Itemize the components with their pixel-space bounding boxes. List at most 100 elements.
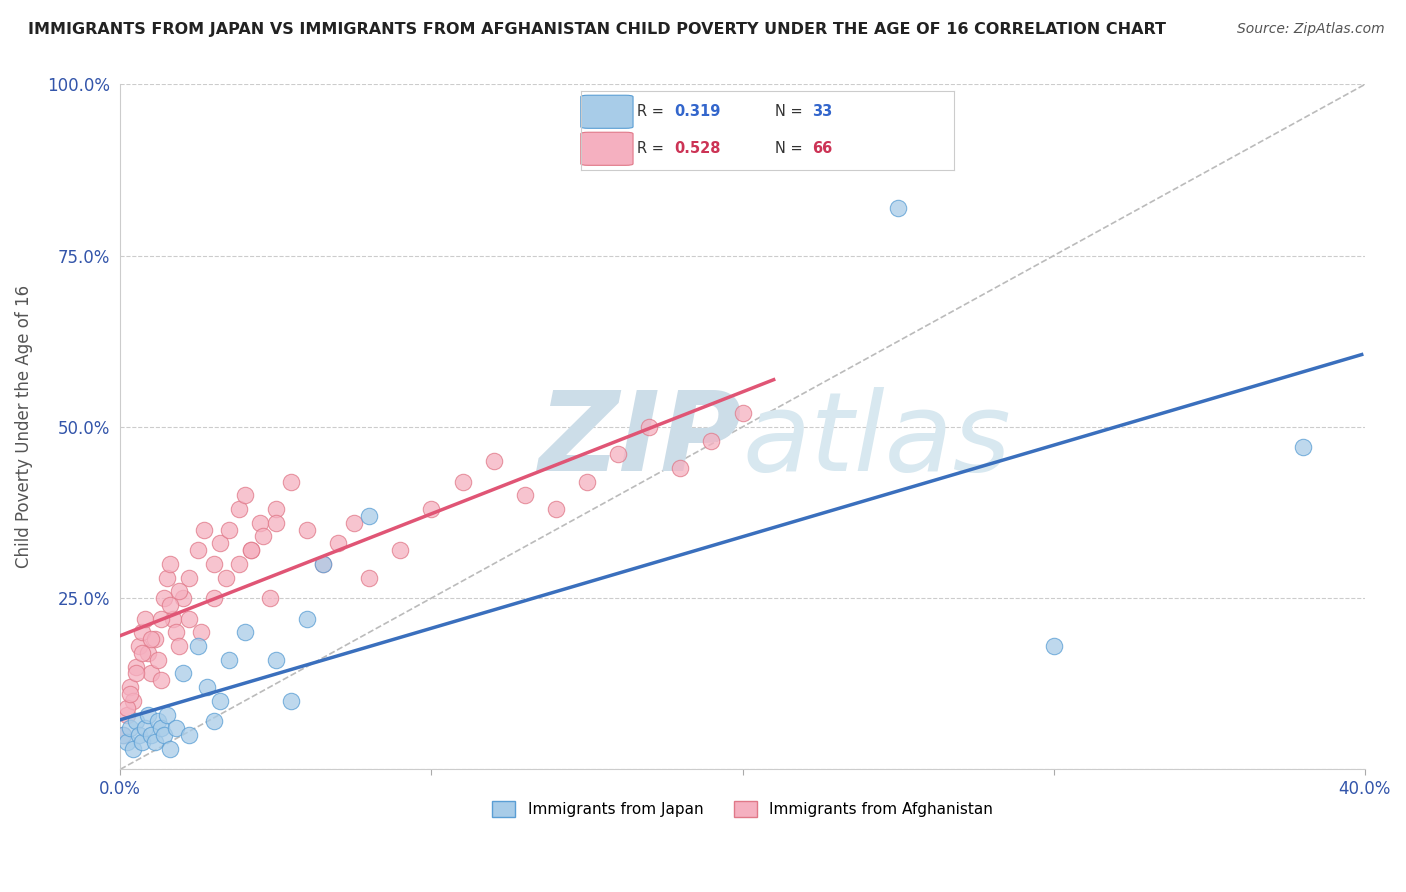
Point <box>128 728 150 742</box>
Point <box>280 475 302 489</box>
Point <box>159 741 181 756</box>
Point <box>228 502 250 516</box>
Point <box>159 557 181 571</box>
Point <box>233 625 256 640</box>
Point <box>177 612 200 626</box>
Point <box>259 591 281 606</box>
Point <box>156 570 179 584</box>
Point <box>544 502 567 516</box>
Point <box>218 523 240 537</box>
Text: IMMIGRANTS FROM JAPAN VS IMMIGRANTS FROM AFGHANISTAN CHILD POVERTY UNDER THE AGE: IMMIGRANTS FROM JAPAN VS IMMIGRANTS FROM… <box>28 22 1166 37</box>
Point <box>172 666 194 681</box>
Point <box>156 707 179 722</box>
Point <box>143 632 166 647</box>
Point <box>112 728 135 742</box>
Point <box>134 612 156 626</box>
Point <box>311 557 333 571</box>
Point <box>153 591 176 606</box>
Point <box>575 475 598 489</box>
Point <box>607 447 630 461</box>
Point <box>669 461 692 475</box>
Point <box>249 516 271 530</box>
Point <box>134 721 156 735</box>
Y-axis label: Child Poverty Under the Age of 16: Child Poverty Under the Age of 16 <box>15 285 32 568</box>
Point <box>153 728 176 742</box>
Point <box>202 591 225 606</box>
Point <box>215 570 238 584</box>
Point <box>141 666 163 681</box>
Point <box>187 543 209 558</box>
Point <box>187 639 209 653</box>
Point <box>359 570 381 584</box>
Point <box>240 543 263 558</box>
Point <box>359 508 381 523</box>
Point <box>125 714 148 729</box>
Point <box>169 584 191 599</box>
Point <box>159 598 181 612</box>
Point <box>451 475 474 489</box>
Point <box>228 557 250 571</box>
Point <box>146 714 169 729</box>
Point <box>112 728 135 742</box>
Point <box>264 502 287 516</box>
Point <box>513 488 536 502</box>
Point <box>208 536 231 550</box>
Point <box>700 434 723 448</box>
Point <box>311 557 333 571</box>
Point <box>177 570 200 584</box>
Point <box>165 625 187 640</box>
Point <box>115 735 138 749</box>
Point <box>169 639 191 653</box>
Point <box>162 612 184 626</box>
Point <box>343 516 366 530</box>
Point <box>136 646 159 660</box>
Point <box>208 694 231 708</box>
Point <box>128 639 150 653</box>
Point <box>1042 639 1064 653</box>
Point <box>149 612 172 626</box>
Point <box>638 420 661 434</box>
Point <box>264 653 287 667</box>
Point <box>118 680 141 694</box>
Point <box>143 735 166 749</box>
Point <box>121 694 143 708</box>
Text: Source: ZipAtlas.com: Source: ZipAtlas.com <box>1237 22 1385 37</box>
Point <box>264 516 287 530</box>
Point <box>295 612 318 626</box>
Point <box>118 721 141 735</box>
Point <box>202 714 225 729</box>
Point <box>146 653 169 667</box>
Text: atlas: atlas <box>742 387 1011 494</box>
Point <box>136 707 159 722</box>
Point <box>131 625 153 640</box>
Text: ZIP: ZIP <box>538 387 742 494</box>
Point <box>131 735 153 749</box>
Point <box>149 673 172 688</box>
Point <box>389 543 412 558</box>
Point <box>115 707 138 722</box>
Point <box>731 406 754 420</box>
Point <box>420 502 443 516</box>
Point <box>177 728 200 742</box>
Point <box>149 721 172 735</box>
Point <box>172 591 194 606</box>
Point <box>218 653 240 667</box>
Point <box>121 741 143 756</box>
Point <box>190 625 212 640</box>
Point <box>202 557 225 571</box>
Point <box>482 454 505 468</box>
Point <box>887 201 910 215</box>
Point <box>240 543 263 558</box>
Point <box>326 536 349 550</box>
Point <box>280 694 302 708</box>
Point <box>165 721 187 735</box>
Point <box>252 529 274 543</box>
Point <box>131 646 153 660</box>
Point <box>115 700 138 714</box>
Point <box>1291 441 1313 455</box>
Point <box>141 728 163 742</box>
Point <box>141 632 163 647</box>
Point <box>233 488 256 502</box>
Point <box>118 687 141 701</box>
Point <box>197 680 219 694</box>
